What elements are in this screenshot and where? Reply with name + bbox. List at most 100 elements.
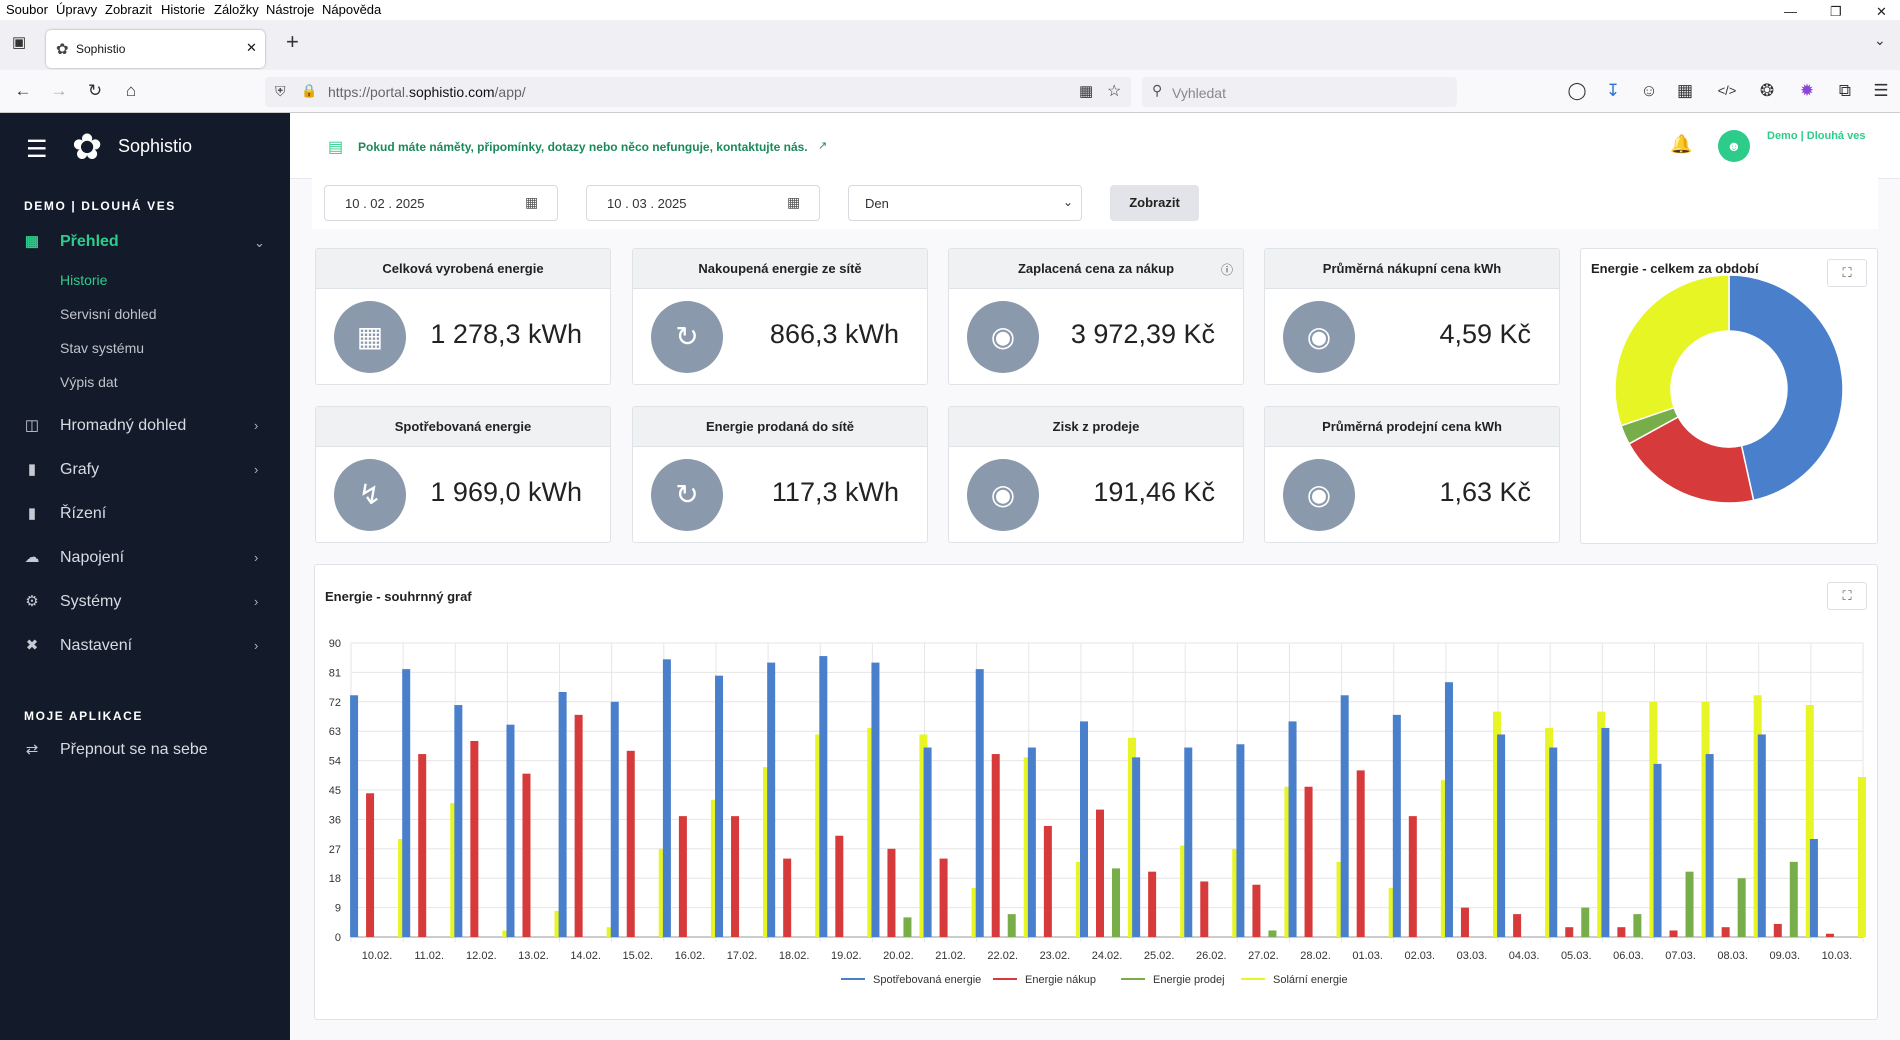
- sidebar-item-prehled[interactable]: ▦ Přehled: [24, 233, 119, 251]
- kpi-value: 117,3 kWh: [771, 477, 899, 507]
- avatar[interactable]: ☻: [1718, 130, 1750, 162]
- menu-edit[interactable]: Úpravy: [56, 2, 98, 17]
- menu-history[interactable]: Historie: [161, 2, 206, 17]
- restore-icon[interactable]: ❐: [1830, 4, 1842, 19]
- sidebar-sub-vypis-dat[interactable]: Výpis dat: [60, 374, 118, 390]
- puzzle-icon[interactable]: ⧉: [1838, 81, 1852, 100]
- feedback-notice[interactable]: Pokud máte náměty, připomínky, dotazy ne…: [358, 140, 808, 154]
- sidebar-item-grafy[interactable]: ▮ Grafy: [24, 461, 99, 479]
- menu-file[interactable]: Soubor: [6, 2, 48, 17]
- y-tick-label: 63: [329, 726, 341, 738]
- bar-Energie nákup: [783, 858, 792, 937]
- chevron-right-icon[interactable]: ›: [254, 594, 259, 609]
- pocket-icon[interactable]: ◯: [1567, 81, 1587, 100]
- sidebar-sub-stav-systemu[interactable]: Stav systému: [60, 340, 145, 356]
- bar-Energie nákup: [418, 754, 427, 937]
- chevron-down-icon[interactable]: ⌄: [254, 235, 265, 250]
- search-bar[interactable]: ⚲ Vyhledat: [1142, 77, 1457, 107]
- legend-label: Solární energie: [1273, 974, 1348, 986]
- new-tab-icon[interactable]: +: [286, 29, 299, 54]
- url-bar[interactable]: ⛨ 🔒 https://portal.sophistio.com/app/ ▦ …: [265, 77, 1131, 107]
- chevron-right-icon[interactable]: ›: [254, 462, 259, 477]
- date-from-input[interactable]: 10 . 02 . 2025 ▦: [324, 185, 558, 221]
- bar-Solární energie: [1805, 705, 1814, 937]
- account-icon[interactable]: ☺: [1640, 81, 1658, 100]
- back-icon[interactable]: ←: [14, 81, 32, 100]
- x-tick-label: 10.02.: [362, 950, 393, 962]
- bar-Energie prodej: [1789, 861, 1798, 937]
- sidebar-item-rizeni[interactable]: ▮ Řízení: [24, 505, 106, 523]
- date-to-input[interactable]: 10 . 03 . 2025 ▦: [586, 185, 820, 221]
- bar-Spotřebovaná energie: [1080, 721, 1088, 937]
- info-icon[interactable]: ⓘ: [1221, 263, 1234, 277]
- bar-Spotřebovaná energie: [1757, 734, 1766, 937]
- close-window-icon[interactable]: ✕: [1876, 4, 1887, 19]
- control-chart-icon: ▮: [27, 505, 37, 522]
- bar-Spotřebovaná energie: [350, 695, 359, 937]
- bar-Energie nákup: [1356, 770, 1365, 937]
- forward-icon[interactable]: →: [50, 81, 68, 100]
- bookmark-star-icon[interactable]: ☆: [1107, 83, 1122, 100]
- x-tick-label: 07.03.: [1665, 950, 1696, 962]
- extensions-grid-icon[interactable]: ▦: [1676, 81, 1694, 100]
- sidebar-item-switch-user[interactable]: ⇄ Přepnout se na sebe: [24, 741, 208, 759]
- minimize-icon[interactable]: —: [1784, 4, 1797, 19]
- home-icon[interactable]: ⌂: [125, 81, 137, 100]
- color-addon-icon[interactable]: ✹: [1799, 81, 1815, 100]
- sophistio-favicon-icon: ✿: [56, 41, 69, 58]
- period-select[interactable]: Den ⌄: [848, 185, 1082, 221]
- bar-Energie nákup: [991, 754, 1000, 937]
- fullscreen-icon[interactable]: ⛶: [1827, 259, 1867, 287]
- bar-Spotřebovaná energie: [767, 662, 776, 937]
- sidebar-item-systemy[interactable]: ⚙ Systémy: [24, 593, 121, 611]
- lock-icon[interactable]: 🔒: [301, 83, 318, 98]
- sidebar-item-nastaveni[interactable]: ✖ Nastavení: [24, 637, 132, 655]
- bar-Energie nákup: [522, 773, 531, 937]
- menu-help[interactable]: Nápověda: [322, 2, 382, 17]
- code-icon[interactable]: </>: [1717, 83, 1737, 98]
- x-tick-label: 08.03.: [1717, 950, 1748, 962]
- bar-chart-card: Energie - souhrnný graf ⛶ 0 9 18 27 36 45 54 63…: [314, 564, 1878, 1020]
- y-tick-label: 54: [329, 756, 341, 768]
- sidebar-sub-historie[interactable]: Historie: [60, 272, 108, 288]
- chevron-right-icon[interactable]: ›: [254, 418, 259, 433]
- close-tab-icon[interactable]: ✕: [246, 40, 257, 55]
- x-tick-label: 27.02.: [1248, 950, 1279, 962]
- hamburger-menu-icon[interactable]: ☰: [26, 136, 48, 163]
- download-icon[interactable]: ↧: [1605, 81, 1621, 100]
- tab-overview-icon[interactable]: ▣: [12, 34, 27, 51]
- x-tick-label: 02.03.: [1405, 950, 1436, 962]
- addon-icon[interactable]: ❂: [1759, 81, 1775, 100]
- calendar-icon[interactable]: ▦: [787, 194, 801, 210]
- app-menu-icon[interactable]: ☰: [1873, 81, 1889, 100]
- bar-Solární energie: [1232, 848, 1241, 937]
- chevron-right-icon[interactable]: ›: [254, 550, 259, 565]
- tab-list-icon[interactable]: ⌄: [1874, 32, 1886, 48]
- sidebar-item-hromadny-dohled[interactable]: ◫ Hromadný dohled: [24, 417, 186, 435]
- bar-Spotřebovaná energie: [1497, 734, 1506, 937]
- shield-icon[interactable]: ⛨: [275, 83, 286, 99]
- calendar-icon[interactable]: ▦: [525, 194, 539, 210]
- bell-icon[interactable]: 🔔: [1670, 134, 1693, 154]
- bar-Energie nákup: [1617, 927, 1626, 937]
- bar-Spotřebovaná energie: [506, 724, 515, 937]
- sidebar-item-napojeni[interactable]: ☁ Napojení: [24, 549, 125, 567]
- menu-bookmarks[interactable]: Záložky: [214, 2, 259, 17]
- y-tick-label: 90: [329, 638, 341, 650]
- reload-icon[interactable]: ↻: [87, 81, 103, 100]
- fullscreen-icon[interactable]: ⛶: [1827, 582, 1867, 610]
- external-link-icon[interactable]: ↗: [818, 140, 828, 152]
- browser-tab[interactable]: ✿ Sophistio ✕: [46, 30, 265, 68]
- bar-Energie nákup: [1825, 933, 1834, 937]
- bar-Spotřebovaná energie: [1809, 839, 1818, 937]
- user-name[interactable]: Demo | Dlouhá ves: [1767, 130, 1866, 142]
- qr-code-icon[interactable]: ▦: [1079, 83, 1094, 100]
- sidebar-sub-servisni-dohled[interactable]: Servisní dohled: [60, 306, 157, 322]
- bar-Spotřebovaná energie: [1288, 721, 1297, 937]
- menu-view[interactable]: Zobrazit: [105, 2, 152, 17]
- chevron-right-icon[interactable]: ›: [254, 638, 259, 653]
- show-button[interactable]: Zobrazit: [1110, 185, 1199, 221]
- sidebar-item-label: Přehled: [60, 233, 119, 250]
- tab-title: Sophistio: [76, 42, 126, 56]
- menu-tools[interactable]: Nástroje: [266, 2, 315, 17]
